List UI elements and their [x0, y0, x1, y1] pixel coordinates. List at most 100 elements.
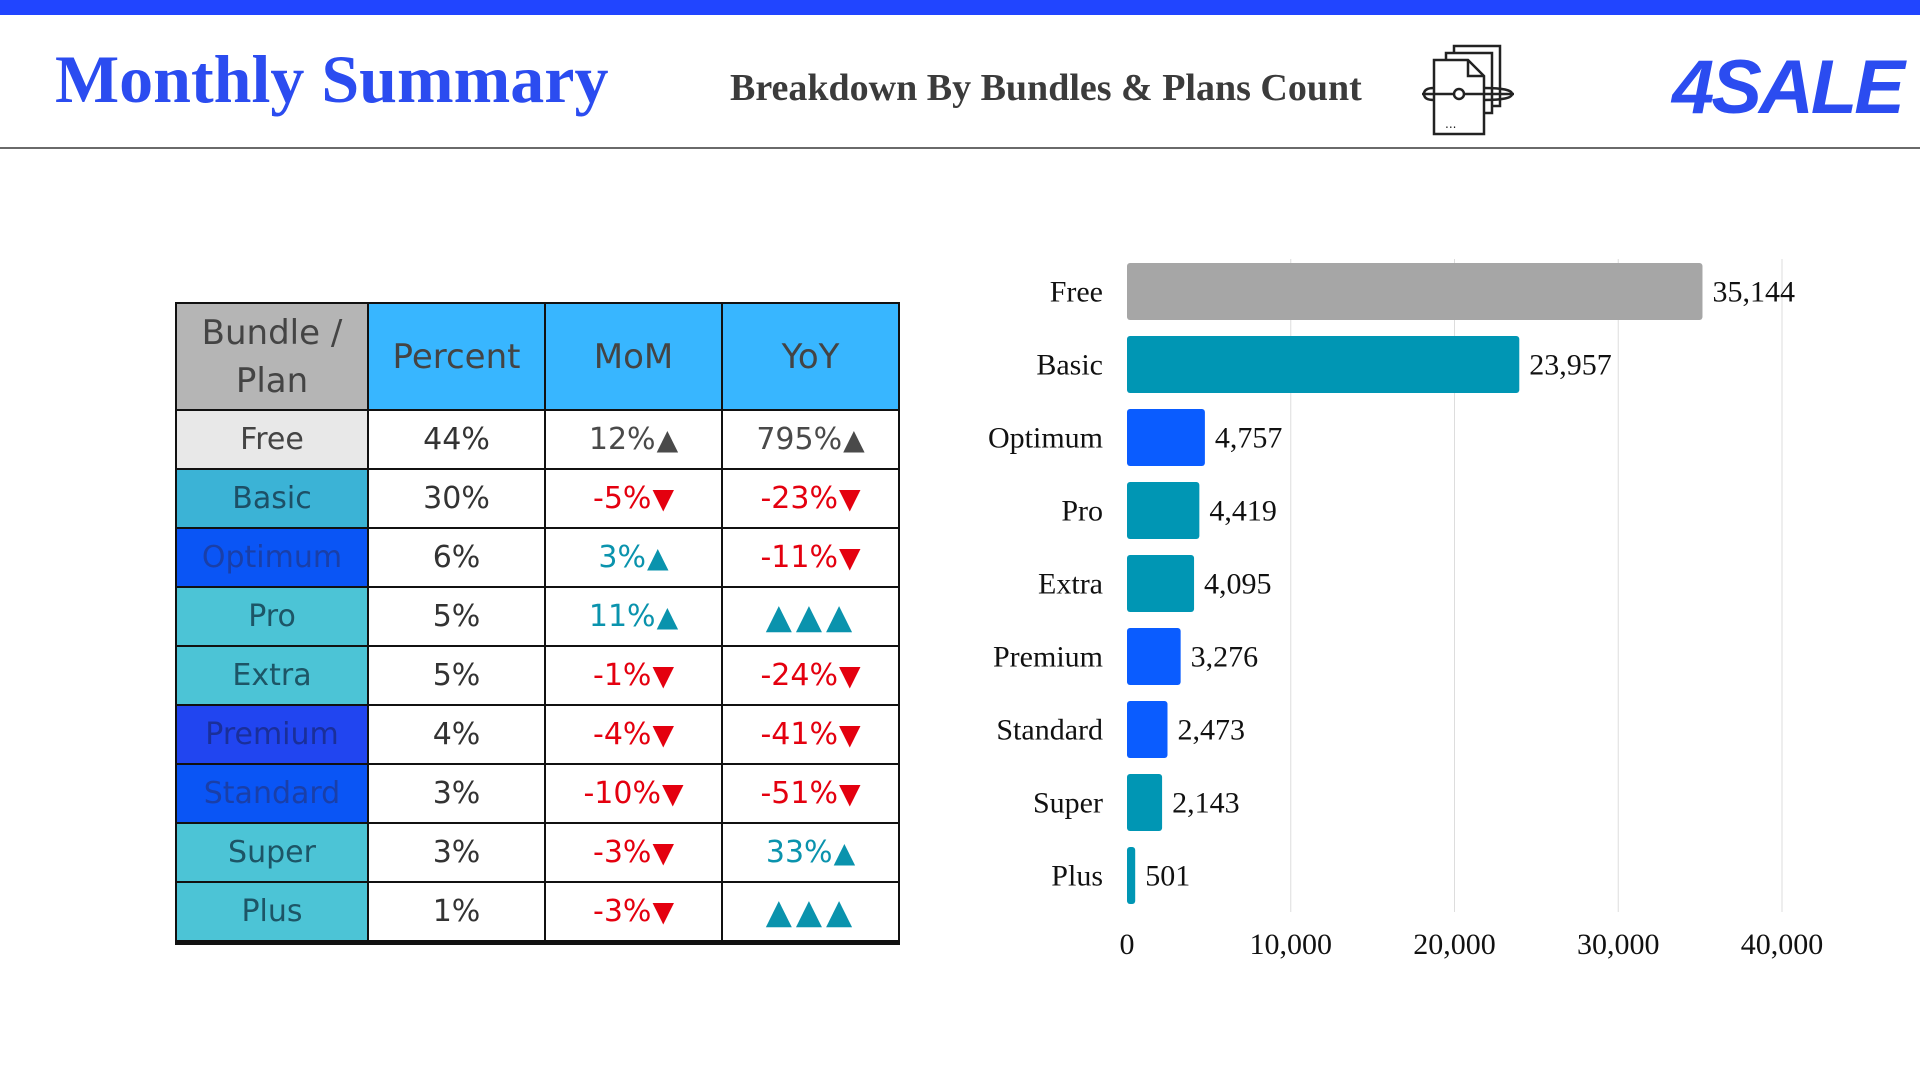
- data-label: 2,473: [1177, 714, 1245, 747]
- category-label: Basic: [1036, 349, 1103, 382]
- yoy-cell: -24%▼: [721, 645, 900, 706]
- bar-chart: Free 35,144 Basic 23,957 Optimum 4,757 Pro 4,41…: [988, 259, 1824, 961]
- yoy-cell-value: -41%: [760, 717, 838, 752]
- mom-cell-value: -3%: [593, 835, 652, 870]
- down-arrow-icon: ▼: [652, 482, 674, 515]
- mom-cell: -1%▼: [544, 645, 723, 706]
- table-row: Extra 5% -1%▼ -24%▼: [175, 645, 900, 706]
- mom-cell: -3%▼: [544, 881, 723, 944]
- plan-name-cell: Super: [175, 822, 369, 883]
- table-row: Free 44% 12%▲ 795%▲: [175, 409, 900, 470]
- summary-table: Bundle / Plan Percent MoM YoY Free 44% 12%…: [175, 302, 900, 945]
- yoy-cell: -51%▼: [721, 763, 900, 824]
- header-yoy: YoY: [721, 302, 900, 411]
- mom-cell: -5%▼: [544, 468, 723, 529]
- x-tick-label: 10,000: [1250, 928, 1333, 961]
- plan-name-cell: Basic: [175, 468, 369, 529]
- mom-cell-value: -10%: [583, 776, 661, 811]
- yoy-cell: 795%▲: [721, 409, 900, 470]
- plan-name-cell: Pro: [175, 586, 369, 647]
- header-percent: Percent: [367, 302, 546, 411]
- plan-name-cell: Premium: [175, 704, 369, 765]
- up-arrow-icon: ▲: [647, 541, 669, 574]
- plan-name-cell: Plus: [175, 881, 369, 944]
- down-arrow-icon: ▼: [652, 836, 674, 869]
- down-arrow-icon: ▼: [838, 777, 861, 810]
- percent-cell: 3%: [367, 763, 546, 824]
- header-bundle-plan: Bundle / Plan: [175, 302, 369, 411]
- yoy-cell-value: -24%: [760, 658, 838, 693]
- category-label: Plus: [1051, 860, 1103, 893]
- document-stack-icon: ...: [1422, 44, 1514, 136]
- percent-cell: 44%: [367, 409, 546, 470]
- down-arrow-icon: ▼: [652, 895, 674, 928]
- percent-cell: 1%: [367, 881, 546, 944]
- mom-cell: -4%▼: [544, 704, 723, 765]
- mom-cell: -10%▼: [544, 763, 723, 824]
- mom-cell-value: -1%: [593, 658, 652, 693]
- category-label: Super: [1033, 787, 1103, 820]
- bar: [1127, 263, 1703, 320]
- down-arrow-icon: ▼: [652, 718, 674, 751]
- top-accent-strip: [0, 0, 1920, 15]
- down-arrow-icon: ▼: [661, 777, 684, 810]
- triple-up-arrow-icon: ▲▲▲: [765, 596, 857, 637]
- x-tick-label: 20,000: [1413, 928, 1496, 961]
- up-arrow-icon: ▲: [833, 836, 856, 869]
- data-label: 3,276: [1191, 641, 1259, 674]
- table-row: Super 3% -3%▼ 33%▲: [175, 822, 900, 883]
- bar: [1127, 336, 1520, 393]
- down-arrow-icon: ▼: [652, 659, 674, 692]
- data-label: 501: [1145, 860, 1190, 893]
- bar: [1127, 701, 1168, 758]
- bar: [1127, 482, 1200, 539]
- x-tick-label: 40,000: [1741, 928, 1824, 961]
- down-arrow-icon: ▼: [838, 659, 861, 692]
- percent-cell: 5%: [367, 645, 546, 706]
- down-arrow-icon: ▼: [838, 482, 861, 515]
- yoy-cell-value: 795%: [756, 422, 843, 457]
- data-label: 23,957: [1529, 349, 1612, 382]
- bar: [1127, 774, 1163, 831]
- mom-cell: 11%▲: [544, 586, 723, 647]
- yoy-cell-value: 33%: [765, 835, 833, 870]
- yoy-cell: ▲▲▲: [721, 586, 900, 647]
- table-header-row: Bundle / Plan Percent MoM YoY: [175, 302, 900, 411]
- down-arrow-icon: ▼: [838, 541, 861, 574]
- yoy-cell: -41%▼: [721, 704, 900, 765]
- data-label: 4,419: [1209, 495, 1277, 528]
- x-tick-label: 0: [1120, 928, 1135, 961]
- page-subtitle: Breakdown By Bundles & Plans Count: [730, 67, 1362, 109]
- header-mom: MoM: [544, 302, 723, 411]
- data-label: 4,757: [1215, 422, 1283, 455]
- data-label: 35,144: [1712, 276, 1795, 309]
- category-label: Premium: [993, 641, 1103, 674]
- table-row: Optimum 6% 3%▲ -11%▼: [175, 527, 900, 588]
- table-row: Standard 3% -10%▼ -51%▼: [175, 763, 900, 824]
- plan-name-cell: Standard: [175, 763, 369, 824]
- x-tick-label: 30,000: [1577, 928, 1660, 961]
- yoy-cell-value: -11%: [760, 540, 838, 575]
- header-divider: [0, 147, 1920, 149]
- category-label: Free: [1050, 276, 1103, 309]
- table-row: Basic 30% -5%▼ -23%▼: [175, 468, 900, 529]
- mom-cell: 3%▲: [544, 527, 723, 588]
- percent-cell: 3%: [367, 822, 546, 883]
- yoy-cell: 33%▲: [721, 822, 900, 883]
- category-label: Pro: [1061, 495, 1103, 528]
- mom-cell: -3%▼: [544, 822, 723, 883]
- plan-name-cell: Extra: [175, 645, 369, 706]
- percent-cell: 6%: [367, 527, 546, 588]
- yoy-cell-value: -23%: [760, 481, 838, 516]
- table-row: Pro 5% 11%▲ ▲▲▲: [175, 586, 900, 647]
- category-label: Optimum: [988, 422, 1103, 455]
- yoy-cell: -23%▼: [721, 468, 900, 529]
- mom-cell-value: 3%: [598, 540, 647, 575]
- percent-cell: 30%: [367, 468, 546, 529]
- mom-cell: 12%▲: [544, 409, 723, 470]
- yoy-cell-value: -51%: [760, 776, 838, 811]
- up-arrow-icon: ▲: [843, 423, 865, 456]
- mom-cell-value: -4%: [593, 717, 652, 752]
- table-row: Premium 4% -4%▼ -41%▼: [175, 704, 900, 765]
